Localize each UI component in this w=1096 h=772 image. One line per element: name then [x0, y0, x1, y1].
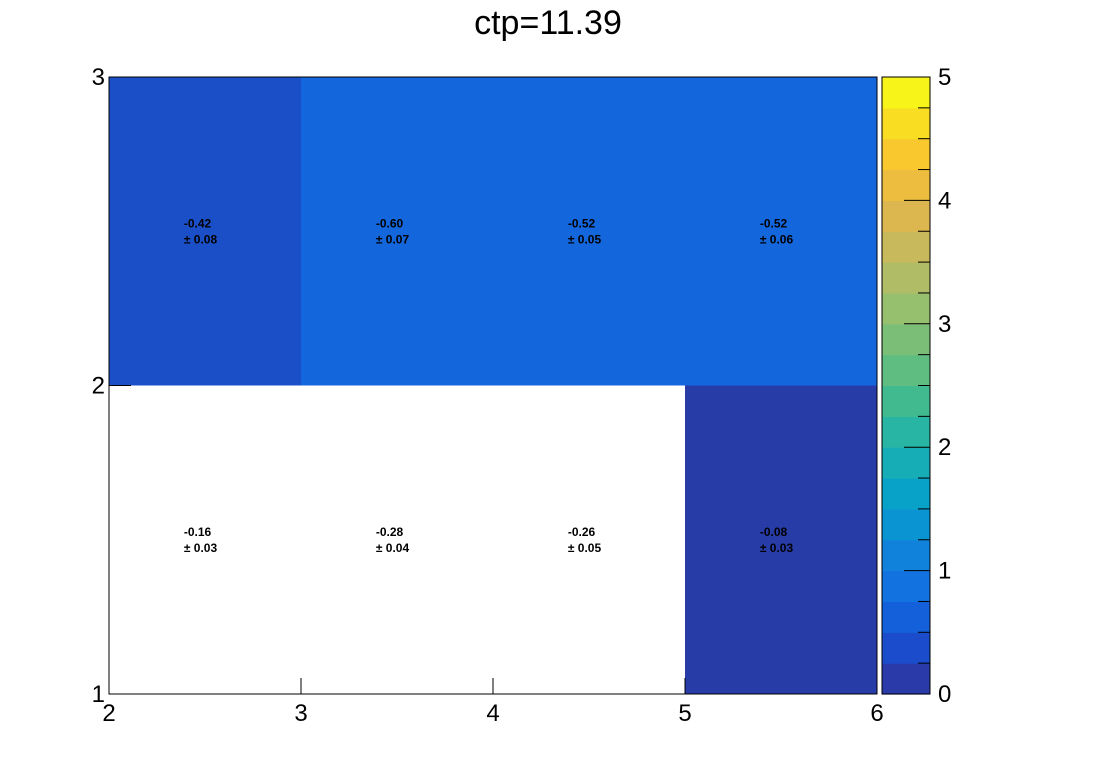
cells-layer [109, 77, 877, 694]
cell-error-label: ± 0.05 [568, 541, 602, 555]
colorbar-segment [882, 262, 930, 294]
colorbar-segment [882, 292, 930, 325]
z-tick-label: 4 [938, 187, 951, 214]
cell-value-label: -0.52 [568, 216, 596, 230]
colorbar-segment [882, 539, 930, 572]
heatmap-cell [685, 77, 877, 386]
cell-error-label: ± 0.06 [760, 232, 794, 246]
colorbar-segment [882, 508, 930, 541]
colorbar-segment [882, 107, 930, 140]
cell-error-label: ± 0.04 [376, 541, 410, 555]
cell-error-label: ± 0.03 [184, 541, 218, 555]
colorbar-segment [882, 200, 930, 232]
colorbar-segment [882, 385, 930, 417]
colorbar-segment [882, 77, 930, 109]
heatmap-cell [685, 385, 877, 694]
x-tick-label: 6 [870, 700, 883, 727]
heatmap-cell [109, 385, 301, 694]
cell-error-label: ± 0.05 [568, 232, 602, 246]
colorbar-segment [882, 416, 930, 448]
cell-error-label: ± 0.07 [376, 232, 410, 246]
x-tick-label: 5 [678, 700, 691, 727]
cell-labels-layer: -0.42 ± 0.08 -0.60 ± 0.07 -0.52 ± 0.05 -0.52 ± … [184, 216, 794, 555]
z-tick-label: 2 [938, 434, 951, 461]
cell-value-label: -0.26 [568, 525, 596, 539]
colorbar-segment [882, 601, 930, 633]
z-tick-label: 3 [938, 311, 951, 338]
colorbar-segment [882, 169, 930, 201]
chart-title: ctp=11.39 [474, 4, 622, 42]
colorbar-segment [882, 632, 930, 664]
colorbar-segment [882, 138, 930, 171]
cell-error-label: ± 0.08 [184, 232, 218, 246]
colorbar-segment [882, 354, 930, 387]
heatmap-cell [493, 77, 685, 386]
cell-value-label: -0.28 [376, 525, 404, 539]
y-tick-label: 1 [92, 681, 105, 708]
colorbar-segment [882, 478, 930, 510]
colorbar-segment [882, 323, 930, 356]
z-tick-label: 0 [938, 681, 951, 708]
y-tick-label: 3 [92, 64, 105, 91]
z-tick-label: 5 [938, 64, 951, 91]
y-axis: 1 2 3 [92, 64, 131, 708]
cell-value-label: -0.60 [376, 216, 404, 230]
cell-value-label: -0.52 [760, 216, 788, 230]
x-axis: 2 3 4 5 6 [102, 678, 884, 727]
heatmap-cell [301, 385, 493, 694]
colorbar-segment [882, 663, 930, 695]
heatmap-cell [493, 385, 685, 694]
cell-value-label: -0.08 [760, 525, 788, 539]
z-tick-label: 1 [938, 558, 951, 585]
heatmap-cell [301, 77, 493, 386]
x-tick-label: 3 [294, 700, 307, 727]
colorbar-segment [882, 570, 930, 603]
colorbar: 0 1 2 3 4 5 [881, 64, 951, 708]
cell-value-label: -0.42 [184, 216, 212, 230]
cell-error-label: ± 0.03 [760, 541, 794, 555]
colorbar-segment [882, 447, 930, 479]
colorbar-segment [882, 231, 930, 263]
y-tick-label: 2 [92, 373, 105, 400]
x-tick-label: 4 [486, 700, 499, 727]
x-tick-label: 2 [102, 700, 115, 727]
heatmap-cell [109, 77, 301, 386]
cell-value-label: -0.16 [184, 525, 212, 539]
